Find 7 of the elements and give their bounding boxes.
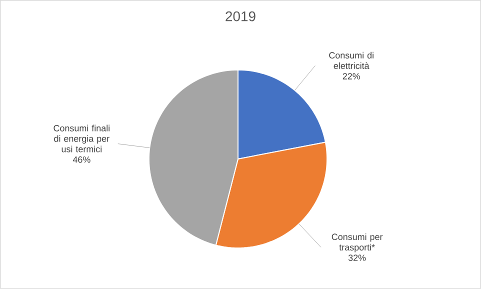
slice-label: Consumi di elettricità: [329, 52, 374, 70]
data-label: 46%: [72, 156, 90, 163]
chart-title: 2019: [226, 11, 256, 22]
data-label: 22%: [342, 73, 360, 80]
slice-label: Consumi per trasporti*: [332, 233, 383, 252]
slice-label: Consumi finali di energia per usi termici: [54, 124, 110, 152]
data-label: 32%: [348, 254, 366, 262]
